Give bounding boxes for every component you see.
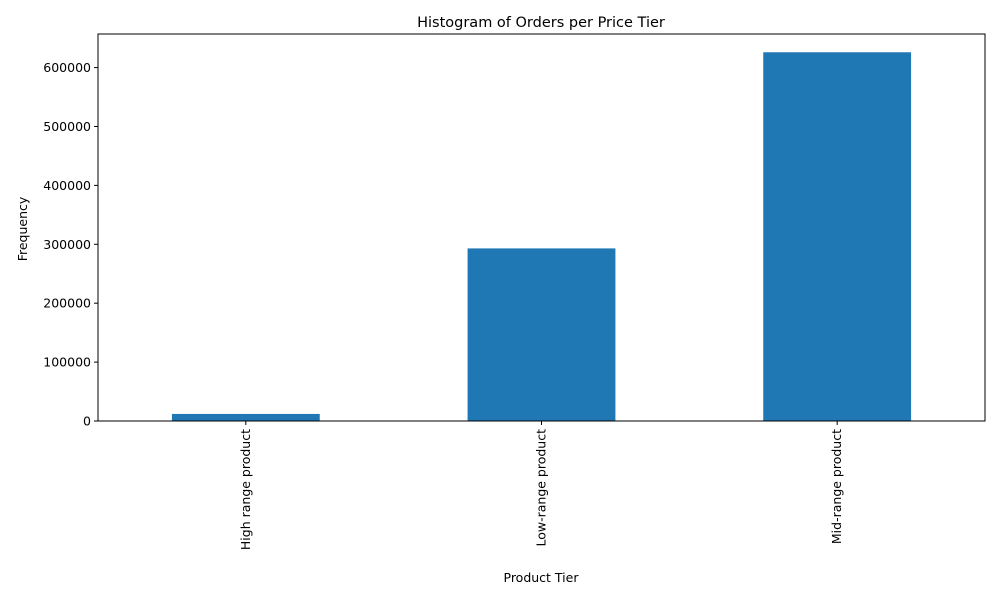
y-tick-label: 100000 — [43, 355, 91, 370]
y-tick-label: 0 — [83, 414, 91, 429]
bar-high-range-product — [171, 413, 320, 421]
bar-mid-range-product — [763, 52, 912, 421]
x-axis-ticks: High range product Low-range product Mid-r… — [238, 421, 844, 550]
bars-group — [171, 52, 912, 421]
chart-title: Histogram of Orders per Price Tier — [417, 15, 665, 31]
x-tick-label: High range product — [238, 429, 253, 550]
x-axis-label: Product Tier — [504, 570, 580, 585]
plot-frame — [97, 33, 986, 422]
y-tick-label: 500000 — [43, 119, 91, 134]
bar-low-range-product — [467, 248, 616, 421]
y-axis-label: Frequency — [15, 196, 30, 261]
y-tick-label: 600000 — [43, 60, 91, 75]
y-tick-label: 200000 — [43, 296, 91, 311]
y-axis-ticks: 0 100000 200000 300000 400000 500000 600000 — [43, 60, 98, 429]
y-tick-label: 300000 — [43, 237, 91, 252]
x-tick-label: Low-range product — [534, 429, 549, 547]
y-tick-label: 400000 — [43, 178, 91, 193]
x-tick-label: Mid-range product — [829, 429, 844, 544]
